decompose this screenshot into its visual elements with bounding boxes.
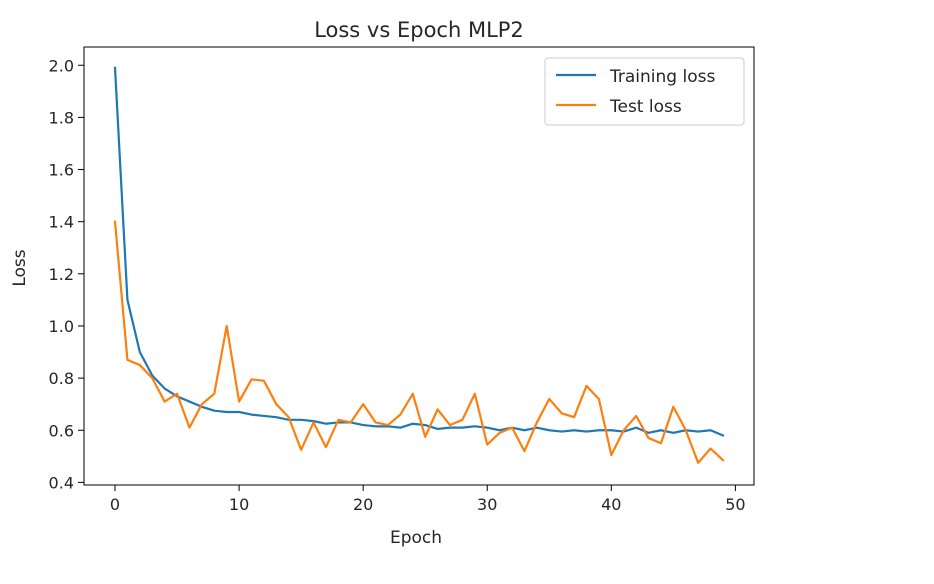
y-tick-label-5: 1.4	[49, 213, 74, 232]
x-tick-label-10: 10	[229, 495, 249, 514]
legend-label-training-loss: Training loss	[609, 67, 715, 87]
series-test-loss	[113, 220, 725, 464]
axes-frame	[83, 46, 755, 486]
x-tick-label-20: 20	[353, 495, 373, 514]
x-ticks: 0 10 20 30 40 50	[110, 485, 746, 514]
x-tick-label-0: 0	[110, 495, 120, 514]
series-line-test-loss	[113, 220, 725, 464]
series-layer	[113, 66, 725, 464]
y-tick-label-3: 1.0	[49, 317, 74, 336]
y-tick-label-0: 0.4	[49, 473, 74, 492]
y-tick-label-2: 0.8	[49, 369, 74, 388]
y-tick-label-8: 2.0	[49, 56, 74, 75]
y-axis-label: Loss	[10, 249, 30, 286]
x-tick-label-50: 50	[725, 495, 745, 514]
y-tick-label-4: 1.2	[49, 265, 74, 284]
x-axis-label: Epoch	[390, 528, 442, 548]
series-line-training-loss	[113, 66, 725, 437]
y-tick-label-7: 1.8	[49, 108, 74, 127]
y-tick-label-1: 0.6	[49, 421, 74, 440]
legend-label-test-loss: Test loss	[609, 97, 682, 117]
x-tick-label-30: 30	[477, 495, 497, 514]
chart-title: Loss vs Epoch MLP2	[314, 18, 524, 42]
x-tick-label-40: 40	[601, 495, 621, 514]
y-ticks: 0.4 0.6 0.8 1.0 1.2 1.4 1.6 1.8 2.0	[49, 56, 84, 492]
y-tick-label-6: 1.6	[49, 161, 74, 180]
legend: Training loss Test loss	[544, 57, 745, 126]
